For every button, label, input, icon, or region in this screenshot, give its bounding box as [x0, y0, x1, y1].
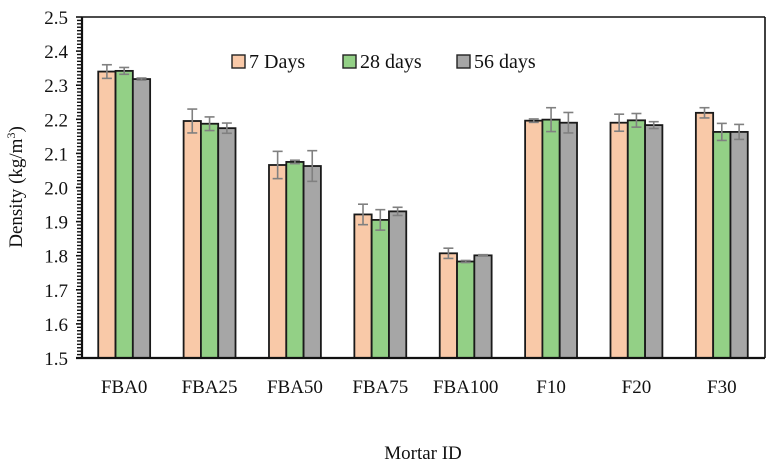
- x-axis-title: Mortar ID: [384, 443, 462, 464]
- bar-group-f20: [609, 112, 664, 359]
- error-bar: [699, 106, 710, 119]
- error-bar: [221, 122, 232, 135]
- legend-item-7-days: 7 Days: [231, 51, 305, 73]
- x-tick-label: F20: [622, 377, 652, 398]
- y-tick-label: 2.4: [44, 42, 68, 63]
- error-bar: [648, 120, 659, 130]
- error-bar: [528, 118, 539, 124]
- legend: 7 Days 28 days 56 days: [231, 51, 536, 73]
- legend-swatch: [342, 54, 357, 69]
- x-tick-label: FBA75: [352, 377, 408, 398]
- bar-group-fba50: [268, 149, 322, 359]
- y-tick-label: 1.8: [44, 247, 68, 268]
- y-tick-label: 1.6: [44, 315, 68, 336]
- bar-group-fba25: [182, 108, 237, 359]
- error-bar: [358, 203, 369, 226]
- bar-group-f10: [524, 106, 578, 359]
- legend-label: 56 days: [474, 51, 536, 73]
- error-bar: [716, 122, 727, 142]
- bar-28-days: [712, 131, 732, 359]
- error-bar: [187, 108, 198, 134]
- error-bar: [546, 106, 557, 133]
- bar-28-days: [626, 119, 646, 359]
- y-tick-label: 1.5: [44, 349, 68, 370]
- x-tick-label: FBA100: [433, 377, 498, 398]
- y-tick-label: 2.0: [44, 179, 68, 200]
- legend-label: 28 days: [360, 51, 422, 73]
- legend-item-28-days: 28 days: [342, 51, 422, 73]
- error-bar: [477, 253, 488, 257]
- bar-7-days: [524, 119, 544, 359]
- y-axis-title-superscript: 3: [4, 133, 18, 139]
- bar-28-days: [114, 69, 134, 359]
- legend-label: 7 Days: [249, 51, 305, 73]
- error-bar: [460, 259, 471, 264]
- error-bar: [101, 63, 112, 80]
- bar-7-days: [268, 164, 288, 359]
- bar-7-days: [97, 70, 117, 359]
- error-bar: [136, 77, 147, 81]
- y-tick-label: 1.9: [44, 213, 68, 234]
- bar-56-days: [558, 121, 578, 359]
- x-tick-label: FBA0: [101, 377, 147, 398]
- y-tick-label: 2.1: [44, 144, 68, 165]
- x-tick-label: FBA25: [182, 377, 238, 398]
- y-tick-label: 2.5: [44, 8, 68, 29]
- legend-item-56-days: 56 days: [456, 51, 536, 73]
- error-bar: [563, 111, 574, 134]
- bar-7-days: [182, 120, 202, 359]
- x-axis-tick-labels: FBA0 FBA25 FBA50 FBA75 FBA100 F10 F20 F30: [101, 377, 737, 398]
- bar-7-days: [438, 252, 458, 359]
- error-bar: [734, 123, 745, 141]
- error-bar: [289, 159, 300, 165]
- y-axis-ticks: 1.5 1.6 1.7 1.8 1.9 2.0 2.1 2.2 2.3 2.4 2.5: [44, 8, 82, 370]
- error-bar: [443, 247, 454, 260]
- bar-group-f30: [694, 106, 749, 359]
- y-tick-label: 1.7: [44, 281, 68, 302]
- error-bar: [307, 149, 318, 183]
- bar-56-days: [388, 210, 408, 359]
- bar-56-days: [644, 124, 664, 359]
- y-axis-title-tail: ): [6, 126, 27, 132]
- error-bar: [614, 113, 625, 133]
- y-tick-label: 2.2: [44, 110, 68, 131]
- error-bar: [119, 66, 130, 76]
- bar-28-days: [200, 122, 220, 359]
- bar-28-days: [285, 161, 305, 359]
- y-tick-label: 2.3: [44, 76, 68, 97]
- bar-56-days: [473, 254, 493, 359]
- error-bar: [375, 208, 386, 231]
- x-tick-label: F10: [536, 377, 566, 398]
- bar-56-days: [302, 165, 322, 359]
- y-axis-title-base: Density (kg/m: [6, 138, 27, 247]
- bar-group-fba0: [97, 63, 152, 359]
- bar-56-days: [131, 78, 152, 359]
- bar-28-days: [370, 218, 390, 359]
- bar-56-days: [729, 131, 749, 359]
- bar-28-days: [456, 260, 476, 359]
- bar-group-fba100: [438, 247, 493, 359]
- legend-swatch: [231, 54, 246, 69]
- y-axis-title: Density (kg/m3): [4, 126, 27, 248]
- bar-56-days: [217, 127, 237, 359]
- error-bar: [272, 150, 283, 180]
- bar-group-fba75: [353, 203, 408, 359]
- plot-frame: [76, 16, 766, 360]
- bar-28-days: [541, 118, 561, 359]
- bar-7-days: [609, 121, 629, 359]
- x-tick-label: F30: [707, 377, 737, 398]
- error-bar: [631, 112, 642, 128]
- bar-7-days: [694, 111, 715, 359]
- bar-7-days: [353, 213, 373, 359]
- x-tick-label: FBA50: [267, 377, 323, 398]
- legend-swatch: [456, 54, 471, 69]
- error-bar: [204, 116, 215, 132]
- bar-series: [97, 63, 749, 359]
- error-bar: [392, 206, 403, 217]
